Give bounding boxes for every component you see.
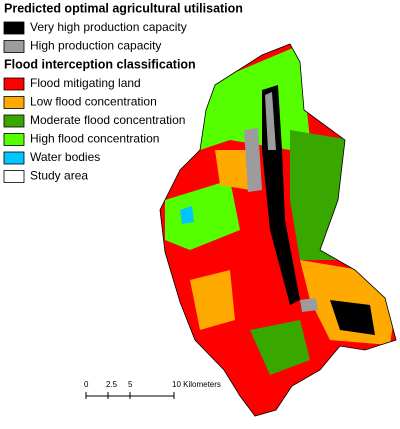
legend-swatch bbox=[3, 151, 25, 165]
legend-label: Low flood concentration bbox=[30, 95, 157, 109]
scale-label: 5 bbox=[128, 380, 133, 389]
legend-heading: Predicted optimal agricultural utilisati… bbox=[4, 1, 243, 15]
legend: Predicted optimal agricultural utilisati… bbox=[3, 1, 243, 183]
scale-label: 0 bbox=[84, 380, 89, 389]
legend-swatch bbox=[3, 40, 25, 53]
map-water bbox=[180, 206, 194, 224]
study-area-outline bbox=[159, 43, 397, 417]
legend-swatch bbox=[3, 133, 25, 146]
legend-label: High production capacity bbox=[30, 39, 161, 53]
legend-heading: Flood interception classification bbox=[4, 57, 196, 71]
map-patch bbox=[190, 270, 235, 330]
map bbox=[160, 44, 396, 416]
legend-label: Moderate flood concentration bbox=[30, 113, 185, 127]
legend-swatch bbox=[3, 77, 25, 91]
map-patch bbox=[215, 150, 255, 190]
legend-swatch bbox=[3, 21, 25, 35]
map-patch bbox=[250, 320, 310, 375]
map-patch bbox=[200, 45, 310, 150]
scale-bar: 0 2.5 5 10 Kilometers bbox=[84, 380, 221, 399]
scale-label: 2.5 bbox=[106, 380, 118, 389]
legend-label: Study area bbox=[30, 169, 88, 183]
map-patch bbox=[330, 300, 375, 335]
map-patch bbox=[290, 130, 350, 260]
legend-label: Water bodies bbox=[30, 150, 100, 164]
legend-swatch bbox=[3, 170, 25, 183]
legend-label: Flood mitigating land bbox=[30, 76, 141, 90]
legend-label: High flood concentration bbox=[30, 132, 159, 146]
legend-label: Very high production capacity bbox=[30, 20, 187, 34]
legend-swatch bbox=[3, 114, 25, 128]
map-patch bbox=[165, 180, 240, 250]
map-patch bbox=[265, 92, 276, 150]
map-patch bbox=[300, 298, 318, 312]
map-patch bbox=[244, 128, 262, 192]
scale-label: 10 Kilometers bbox=[172, 380, 221, 389]
legend-swatch bbox=[3, 96, 25, 109]
